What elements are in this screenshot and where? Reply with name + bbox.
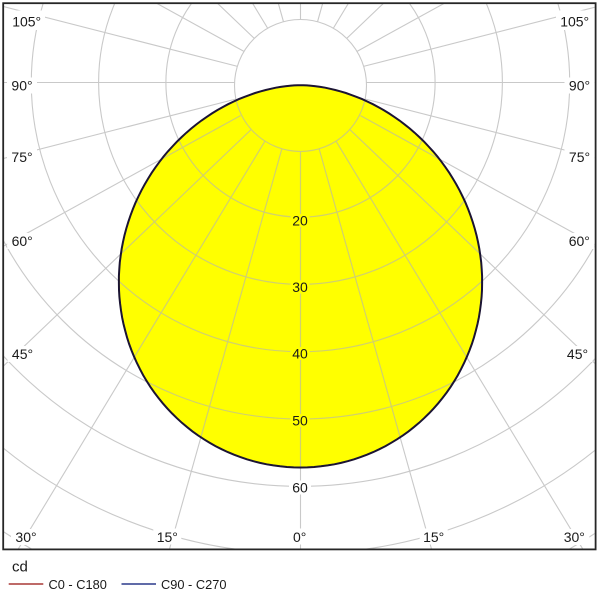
svg-text:30°: 30°	[564, 529, 585, 545]
svg-text:40: 40	[292, 346, 308, 362]
svg-text:30: 30	[292, 279, 308, 295]
svg-text:20: 20	[292, 213, 308, 229]
svg-text:45°: 45°	[12, 346, 33, 362]
svg-text:90°: 90°	[11, 78, 32, 94]
svg-text:60°: 60°	[569, 233, 590, 249]
svg-text:45°: 45°	[567, 346, 588, 362]
svg-text:30°: 30°	[15, 529, 36, 545]
svg-text:90°: 90°	[569, 78, 590, 94]
svg-text:50: 50	[292, 413, 308, 429]
svg-text:105°: 105°	[560, 14, 589, 30]
svg-text:75°: 75°	[569, 149, 590, 165]
svg-text:105°: 105°	[12, 14, 41, 30]
svg-text:15°: 15°	[423, 529, 444, 545]
svg-text:60: 60	[292, 480, 308, 496]
svg-text:15°: 15°	[157, 529, 178, 545]
svg-text:C0 - C180: C0 - C180	[49, 577, 107, 592]
svg-text:60°: 60°	[12, 233, 33, 249]
svg-text:0°: 0°	[293, 529, 306, 545]
svg-text:75°: 75°	[11, 149, 32, 165]
svg-text:cd: cd	[12, 559, 28, 576]
svg-text:C90 - C270: C90 - C270	[161, 577, 226, 592]
